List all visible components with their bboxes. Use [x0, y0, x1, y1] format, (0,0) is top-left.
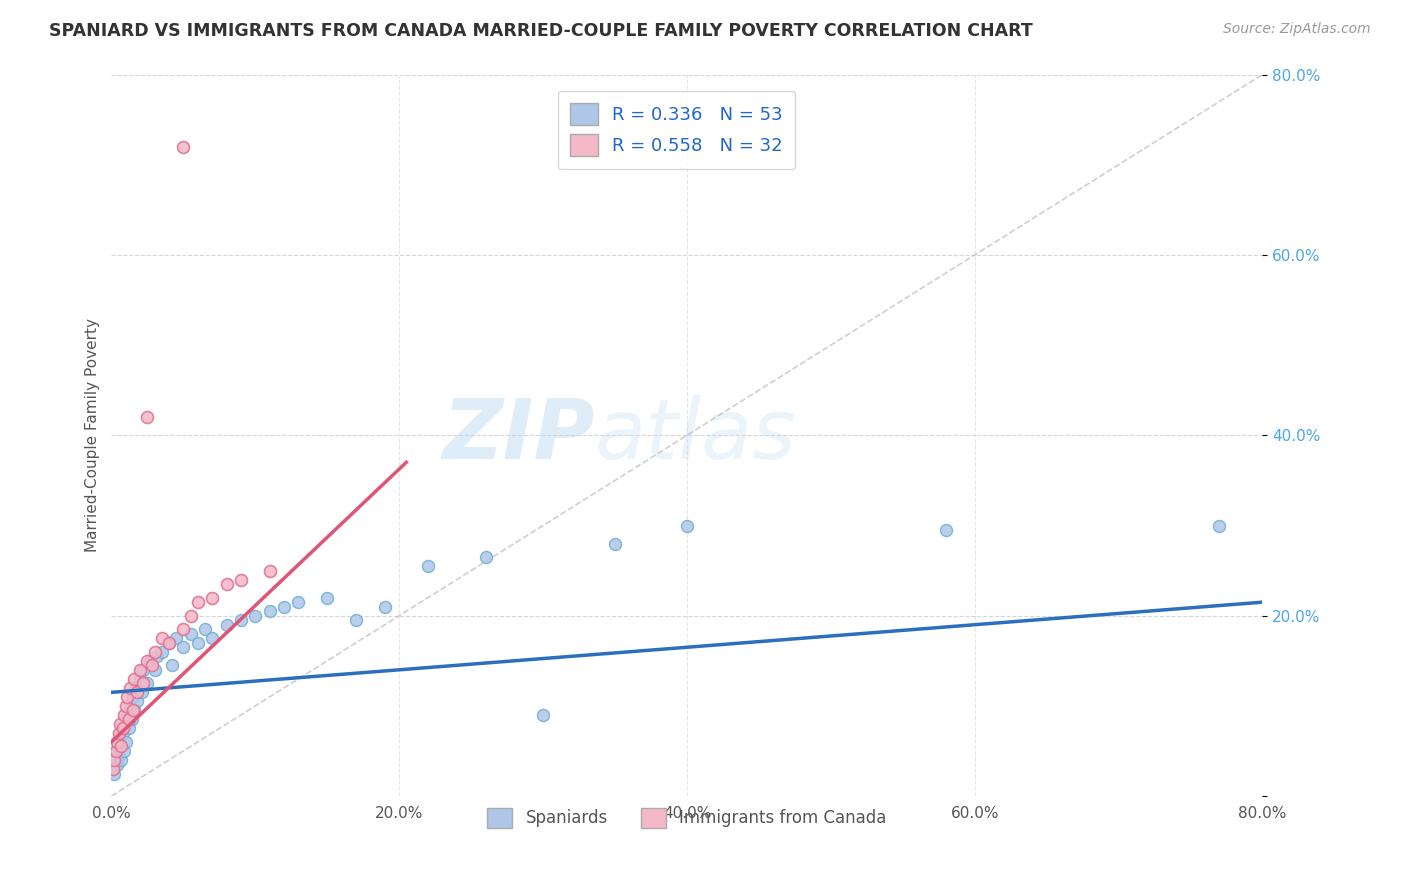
- Point: [110, 739, 132, 754]
- Point: [172, 622, 194, 636]
- Point: [157, 636, 180, 650]
- Point: [118, 713, 141, 727]
- Point: [194, 622, 217, 636]
- Point: [108, 739, 131, 754]
- Point: [122, 703, 145, 717]
- Point: [129, 663, 152, 677]
- Point: [129, 672, 152, 686]
- Point: [125, 681, 148, 695]
- Point: [676, 518, 699, 533]
- Point: [215, 577, 238, 591]
- Point: [105, 757, 128, 772]
- Point: [108, 717, 131, 731]
- Point: [935, 523, 957, 537]
- Point: [136, 676, 159, 690]
- Legend: Spaniards, Immigrants from Canada: Spaniards, Immigrants from Canada: [481, 801, 893, 835]
- Point: [115, 707, 138, 722]
- Point: [132, 663, 155, 677]
- Point: [416, 559, 439, 574]
- Point: [107, 748, 129, 763]
- Point: [114, 735, 136, 749]
- Point: [107, 726, 129, 740]
- Point: [287, 595, 309, 609]
- Point: [104, 744, 127, 758]
- Point: [104, 744, 127, 758]
- Point: [201, 591, 224, 605]
- Point: [187, 636, 209, 650]
- Point: [259, 564, 281, 578]
- Point: [172, 139, 194, 153]
- Point: [114, 717, 136, 731]
- Point: [115, 690, 138, 704]
- Point: [136, 410, 159, 425]
- Point: [160, 658, 183, 673]
- Point: [229, 613, 252, 627]
- Point: [165, 632, 187, 646]
- Point: [273, 599, 295, 614]
- Point: [120, 681, 142, 695]
- Text: ZIP: ZIP: [443, 395, 595, 475]
- Point: [157, 636, 180, 650]
- Point: [531, 707, 554, 722]
- Point: [474, 550, 496, 565]
- Point: [103, 753, 125, 767]
- Point: [107, 735, 129, 749]
- Text: Source: ZipAtlas.com: Source: ZipAtlas.com: [1223, 22, 1371, 37]
- Point: [104, 753, 127, 767]
- Point: [124, 703, 146, 717]
- Point: [118, 722, 141, 736]
- Point: [112, 707, 135, 722]
- Point: [180, 608, 202, 623]
- Text: atlas: atlas: [595, 395, 796, 475]
- Point: [316, 591, 339, 605]
- Y-axis label: Married-Couple Family Poverty: Married-Couple Family Poverty: [86, 318, 100, 552]
- Point: [172, 640, 194, 655]
- Point: [124, 672, 146, 686]
- Point: [150, 632, 173, 646]
- Point: [112, 744, 135, 758]
- Point: [114, 698, 136, 713]
- Point: [143, 663, 166, 677]
- Point: [103, 766, 125, 780]
- Point: [111, 722, 134, 736]
- Point: [374, 599, 396, 614]
- Point: [180, 626, 202, 640]
- Point: [131, 685, 153, 699]
- Text: SPANIARD VS IMMIGRANTS FROM CANADA MARRIED-COUPLE FAMILY POVERTY CORRELATION CHA: SPANIARD VS IMMIGRANTS FROM CANADA MARRI…: [49, 22, 1033, 40]
- Point: [101, 762, 124, 776]
- Point: [344, 613, 367, 627]
- Point: [111, 726, 134, 740]
- Point: [187, 595, 209, 609]
- Point: [1208, 518, 1230, 533]
- Point: [139, 654, 162, 668]
- Point: [146, 649, 169, 664]
- Point: [122, 690, 145, 704]
- Point: [245, 608, 267, 623]
- Point: [259, 604, 281, 618]
- Point: [101, 762, 124, 776]
- Point: [201, 632, 224, 646]
- Point: [121, 713, 143, 727]
- Point: [603, 536, 626, 550]
- Point: [143, 645, 166, 659]
- Point: [136, 654, 159, 668]
- Point: [141, 658, 163, 673]
- Point: [120, 698, 142, 713]
- Point: [127, 694, 149, 708]
- Point: [215, 617, 238, 632]
- Point: [127, 685, 149, 699]
- Point: [110, 753, 132, 767]
- Point: [150, 645, 173, 659]
- Point: [132, 676, 155, 690]
- Point: [105, 735, 128, 749]
- Point: [229, 573, 252, 587]
